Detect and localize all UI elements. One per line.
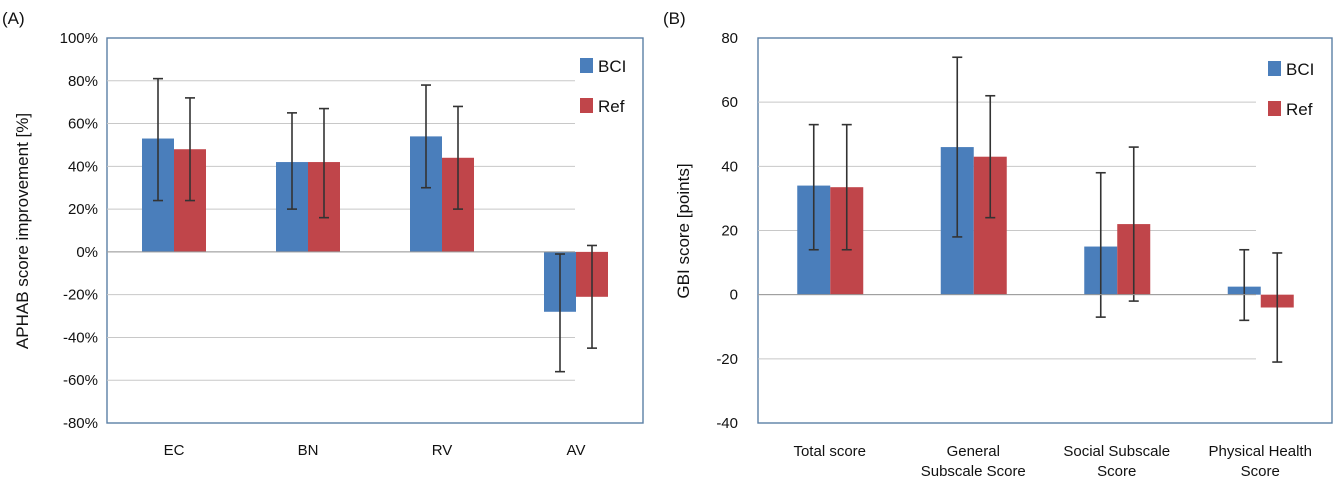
x-category-label: Total score	[793, 443, 866, 460]
panel-b-y-axis-title: GBI score [points]	[674, 163, 693, 298]
x-category-label: General Subscale Score	[921, 443, 1026, 480]
y-tick-label: 80	[721, 30, 738, 47]
legend-label-bci: BCI	[1286, 60, 1314, 79]
legend-label-bci: BCI	[598, 57, 626, 76]
y-tick-label: 100%	[60, 30, 98, 47]
y-tick-label: 0%	[76, 244, 98, 261]
y-tick-label: -60%	[63, 372, 98, 389]
y-tick-label: 80%	[68, 73, 98, 90]
legend-label-ref: Ref	[598, 97, 625, 116]
x-category-label: Social Subscale Score	[1063, 443, 1170, 480]
y-tick-label: 20	[721, 223, 738, 240]
y-tick-label: -20%	[63, 287, 98, 304]
legend-swatch-ref	[1268, 101, 1281, 116]
x-category-label: RV	[432, 442, 453, 459]
y-tick-label: -40%	[63, 329, 98, 346]
y-tick-label: -40	[716, 415, 738, 432]
panel-b-legend: BCI Ref	[1268, 60, 1314, 119]
y-tick-label: 60%	[68, 116, 98, 133]
legend-swatch-ref	[580, 98, 593, 113]
legend-swatch-bci	[1268, 61, 1281, 76]
panel-a-plot-frame	[106, 37, 644, 424]
y-tick-label: -20	[716, 351, 738, 368]
y-tick-label: 60	[721, 94, 738, 111]
chart-panel-a: (A) APHAB score improvement [%] 100% 80% 6…	[2, 9, 644, 459]
y-tick-label: 0	[730, 287, 738, 304]
legend-label-ref: Ref	[1286, 100, 1313, 119]
panel-a-y-axis-title: APHAB score improvement [%]	[13, 113, 32, 349]
x-category-label: AV	[567, 442, 586, 459]
y-tick-label: 40	[721, 158, 738, 175]
panel-a-label: (A)	[2, 9, 25, 28]
panel-a-legend: BCI Ref	[580, 57, 626, 116]
x-category-label: BN	[298, 442, 319, 459]
x-category-label: Physical Health Score	[1209, 443, 1312, 480]
chart-panel-b: (B) GBI score [points] 80 60 40 20 0 -20 -40 To…	[663, 9, 1333, 480]
legend-swatch-bci	[580, 58, 593, 73]
x-category-label: EC	[164, 442, 185, 459]
y-tick-label: 40%	[68, 158, 98, 175]
y-tick-label: -80%	[63, 415, 98, 432]
y-tick-label: 20%	[68, 201, 98, 218]
panel-b-label: (B)	[663, 9, 686, 28]
